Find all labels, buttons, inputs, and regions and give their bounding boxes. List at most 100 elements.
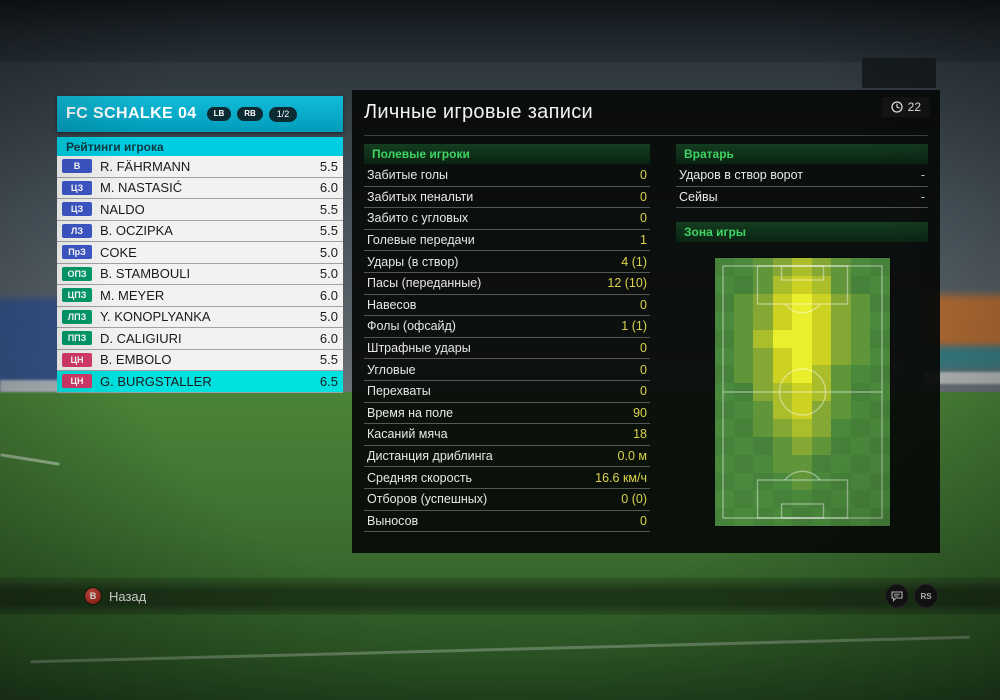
heatmap-cell <box>733 418 754 437</box>
stat-row: Забито с угловых 0 <box>364 208 650 230</box>
ad-board-right <box>925 372 1000 384</box>
heatmap-cell <box>772 418 793 437</box>
b-button-icon[interactable]: B <box>85 588 101 604</box>
stat-row: Ударов в створ ворот - <box>676 165 928 187</box>
heatmap-cell <box>733 490 754 509</box>
player-row[interactable]: ЦЗ M. NASTASIĆ 6.0 <box>57 177 343 199</box>
heatmap-cell <box>733 401 754 419</box>
heatmap-cell <box>870 383 890 402</box>
player-rating: 5.0 <box>319 266 338 282</box>
heatmap-cell <box>811 383 832 402</box>
player-row[interactable]: ЦН B. EMBOLO 5.5 <box>57 349 343 371</box>
stat-row: Штрафные удары 0 <box>364 338 650 360</box>
heatmap-grid <box>714 258 890 527</box>
back-label: Назад <box>109 588 147 604</box>
position-badge: ЦН <box>62 352 92 367</box>
stat-label: Сейвы <box>679 189 718 204</box>
field-players-header: Полевые игроки <box>364 144 650 164</box>
rs-stick-icon[interactable]: RS <box>914 584 938 608</box>
team-ratings-panel: FC SCHALKE 04 LB RB 1/2 Рейтинги игрока … <box>57 96 343 393</box>
heatmap-cell <box>733 436 754 455</box>
heatmap-cell <box>850 454 871 473</box>
heatmap-cell <box>831 293 851 312</box>
heatmap-cell <box>772 293 793 312</box>
stat-value: 0 (0) <box>621 492 647 507</box>
heatmap-cell <box>811 365 832 384</box>
player-row[interactable]: ПрЗ COKE 5.0 <box>57 242 343 264</box>
rb-shoulder-button[interactable]: RB <box>237 107 263 121</box>
heatmap-cell <box>831 311 851 330</box>
heatmap-cell <box>850 293 871 312</box>
stat-row: Перехваты 0 <box>364 381 650 403</box>
player-row[interactable]: ЛПЗ Y. KONOPLYANKA 5.0 <box>57 306 343 328</box>
heatmap-cell <box>792 276 812 294</box>
player-rating: 5.5 <box>319 158 338 174</box>
stat-row: Средняя скорость 16.6 км/ч <box>364 467 650 489</box>
heatmap-cell <box>811 311 832 330</box>
spacer <box>676 208 928 222</box>
heatmap-cell <box>733 383 754 402</box>
chat-icon[interactable] <box>885 584 909 608</box>
heatmap-cell <box>753 347 773 366</box>
stat-value: 0 <box>640 341 647 356</box>
heatmap-cell <box>772 436 793 455</box>
heatmap-cell <box>714 383 734 402</box>
player-row[interactable]: ППЗ D. CALIGIURI 6.0 <box>57 328 343 350</box>
heatmap-cell <box>772 508 793 527</box>
player-row[interactable]: ОПЗ B. STAMBOULI 5.0 <box>57 263 343 285</box>
heatmap-cell <box>811 293 832 312</box>
heatmap-cell <box>753 490 773 509</box>
page-indicator: 1/2 <box>268 106 298 122</box>
stat-label: Перехваты <box>367 384 431 399</box>
player-row[interactable]: ЛЗ B. OCZIPKA 5.5 <box>57 220 343 242</box>
stat-row: Отборов (успешных) 0 (0) <box>364 489 650 511</box>
heatmap-cell <box>792 472 812 491</box>
heatmap-cell <box>714 329 734 348</box>
stat-value: 4 (1) <box>621 254 647 269</box>
match-time-value: 22 <box>907 100 921 114</box>
heatmap-cell <box>772 401 793 419</box>
heatmap-cell <box>714 276 734 294</box>
heatmap-cell <box>772 490 793 509</box>
heatmap-cell <box>772 472 793 491</box>
heatmap-cell <box>733 508 754 527</box>
stat-row: Дистанция дриблинга 0.0 м <box>364 446 650 468</box>
heatmap-cell <box>870 472 890 491</box>
heatmap-cell <box>753 472 773 491</box>
goalkeeper-header: Вратарь <box>676 144 928 164</box>
player-name: R. FÄHRMANN <box>100 158 191 174</box>
heatmap-cell <box>753 401 773 419</box>
heatmap-cell <box>733 276 754 294</box>
heatmap-cell <box>714 472 734 491</box>
heatmap-cell <box>792 293 812 312</box>
player-row[interactable]: ЦН G. BURGSTALLER 6.5 <box>57 371 343 393</box>
heatmap-cell <box>831 418 851 437</box>
stat-label: Отборов (успешных) <box>367 492 488 507</box>
heatmap-cell <box>811 454 832 473</box>
position-badge: ЛЗ <box>62 223 92 238</box>
player-row[interactable]: ЦПЗ M. MEYER 6.0 <box>57 285 343 307</box>
stat-row: Забитые голы 0 <box>364 165 650 187</box>
player-name: G. BURGSTALLER <box>100 373 212 389</box>
lb-shoulder-button[interactable]: LB <box>206 107 232 121</box>
heatmap-cell <box>850 329 871 348</box>
position-badge: В <box>62 159 92 174</box>
heatmap-cell <box>811 258 832 277</box>
heatmap-cell <box>714 311 734 330</box>
back-control[interactable]: B Назад <box>85 588 146 604</box>
player-row[interactable]: ЦЗ NALDO 5.5 <box>57 199 343 221</box>
player-rating: 6.0 <box>319 180 338 196</box>
heatmap-cell <box>850 490 871 509</box>
heatmap-cell <box>753 508 773 527</box>
heatmap-cell <box>753 258 773 277</box>
field-stats-list: Забитые голы 0 Забитых пенальти 0 Забито с у… <box>364 165 650 533</box>
heatmap-cell <box>733 258 754 277</box>
heatmap-cell <box>714 454 734 473</box>
player-name: M. NASTASIĆ <box>100 180 183 196</box>
stat-row: Голевые передачи 1 <box>364 230 650 252</box>
player-row[interactable]: В R. FÄHRMANN 5.5 <box>57 156 343 178</box>
player-name: D. CALIGIURI <box>100 330 182 346</box>
heatmap-cell <box>811 472 832 491</box>
player-rating: 6.0 <box>319 287 338 303</box>
heatmap-cell <box>870 508 890 527</box>
